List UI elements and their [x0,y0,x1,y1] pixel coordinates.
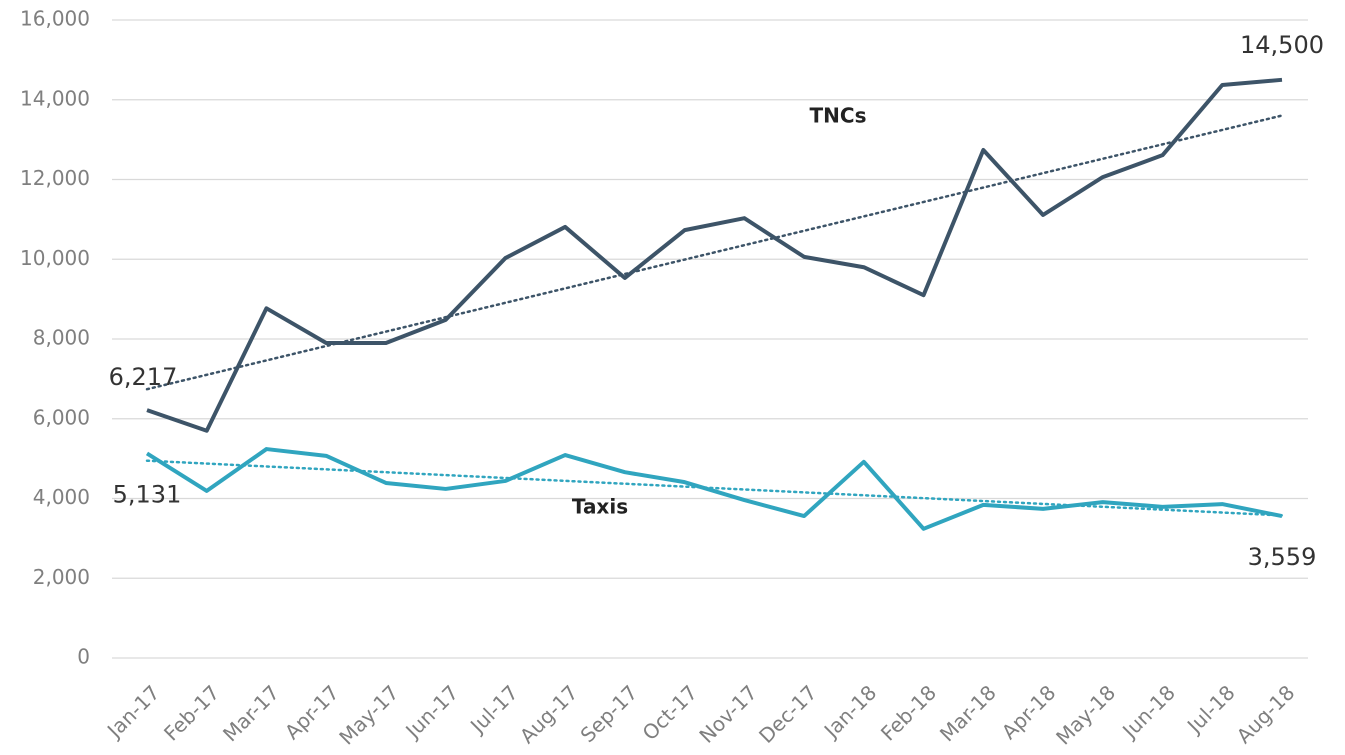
series-label: Taxis [572,495,628,519]
x-tick-label: May-18 [1051,680,1120,749]
trendline [145,114,1284,391]
x-tick-label: Apr-18 [997,680,1061,744]
y-tick-label: 6,000 [33,405,90,429]
series-line [146,77,1283,433]
x-tick-label: Feb-17 [159,680,224,745]
x-tick-label: May-17 [334,680,403,749]
x-tick-label: Aug-18 [1232,680,1300,748]
series-line [145,447,1283,531]
data-label: 6,217 [109,363,178,391]
x-tick-label: Jun-18 [1116,680,1180,744]
data-label: 14,500 [1240,31,1324,59]
x-tick-label: Dec-17 [754,680,821,747]
y-tick-label: 0 [77,645,90,669]
x-tick-label: Feb-18 [876,680,941,745]
trendline [145,459,1284,517]
y-tick-label: 10,000 [20,246,90,270]
x-tick-label: Sep-17 [576,680,643,747]
x-tick-label: Jul-17 [464,680,523,739]
y-tick-label: 12,000 [20,166,90,190]
x-tick-label: Jan-18 [818,680,881,743]
x-tick-label: Jun-17 [400,680,464,744]
data-label: 5,131 [113,480,182,508]
x-tick-label: Mar-18 [935,680,1001,746]
y-tick-label: 14,000 [20,86,90,110]
y-tick-label: 4,000 [33,485,90,509]
x-tick-label: Oct-17 [638,680,703,745]
y-tick-label: 16,000 [20,7,90,31]
data-label: 3,559 [1248,543,1317,571]
y-tick-label: 8,000 [33,326,90,350]
x-tick-label: Jan-17 [101,680,164,743]
x-tick-label: Mar-17 [218,680,284,746]
x-tick-label: Jul-18 [1181,680,1240,739]
x-tick-label: Nov-17 [694,680,761,747]
x-tick-label: Apr-17 [280,680,344,744]
series-label: TNCs [810,104,867,128]
y-tick-label: 2,000 [33,565,90,589]
x-tick-label: Aug-17 [515,680,583,748]
